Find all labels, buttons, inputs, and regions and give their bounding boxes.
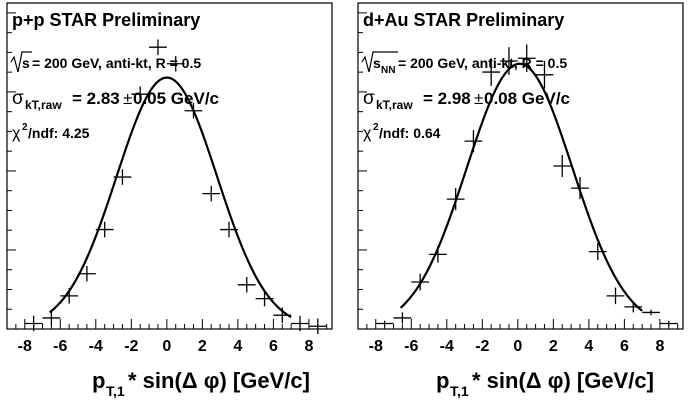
x-tick-label: 8: [304, 338, 313, 355]
x-axis-label: p T,1 * sin(Δ φ) [GeV/c]: [436, 368, 654, 399]
x-tick-label: 2: [198, 338, 207, 355]
x-axis-label-tail: * sin(Δ φ) [GeV/c]: [128, 368, 310, 393]
data-point: [42, 310, 61, 326]
data-point: [237, 277, 256, 293]
x-axis-label-subscript: T,1: [450, 383, 469, 399]
sqrt-sign: [361, 51, 398, 73]
x-tick-label: -6: [53, 338, 67, 355]
chi2-ndf-text: /ndf: 0.64: [379, 125, 441, 141]
sigma-value: = 2.98: [423, 89, 471, 108]
chi2-annotation: χ 2 /ndf: 0.64: [363, 122, 441, 142]
x-tick-label: -4: [89, 338, 103, 355]
data-point: [149, 39, 167, 55]
data-point: [24, 315, 43, 332]
x-tick-label: 0: [513, 338, 522, 355]
data-point: [606, 287, 625, 305]
sigma-subscript: kT,raw: [25, 98, 62, 112]
data-point: [482, 58, 501, 86]
data-point: [659, 320, 678, 327]
data-point: [393, 312, 412, 324]
data-point: [291, 315, 309, 332]
gaussian-fit-curve: [48, 76, 292, 319]
sigma-error: 0.08 GeV/c: [484, 89, 570, 108]
x-tick-label: 6: [269, 338, 278, 355]
sigma-symbol: σ: [363, 88, 375, 109]
data-point: [166, 56, 185, 72]
data-point: [131, 86, 150, 102]
data-point: [588, 243, 607, 260]
sigma-symbol: σ: [12, 88, 24, 109]
x-axis-label: p T,1 * sin(Δ φ) [GeV/c]: [92, 368, 310, 399]
data-point: [375, 320, 394, 327]
chi2-annotation: χ 2 /ndf: 4.25: [12, 122, 90, 142]
x-axis-label-tail: * sin(Δ φ) [GeV/c]: [472, 368, 654, 393]
x-axis-label-subscript: T,1: [106, 383, 125, 399]
chart-title: d+Au STAR Preliminary: [363, 10, 564, 30]
x-tick-labels: -8 -6 -4 -2 0 2 4 6 8: [18, 338, 314, 355]
x-tick-labels: -8 -6 -4 -2 0 2 4 6 8: [369, 338, 665, 355]
sqrt-variable: s: [22, 55, 30, 71]
x-tick-label: 4: [233, 338, 242, 355]
sigma-value: = 2.83: [72, 89, 120, 108]
x-tick-label: -2: [475, 338, 489, 355]
x-tick-label: 8: [655, 338, 664, 355]
x-tick-label: 2: [549, 338, 558, 355]
data-point: [553, 154, 572, 178]
x-tick-label: -8: [369, 338, 383, 355]
sqrt-sign: [10, 51, 32, 73]
axis-ticks: [6, 12, 328, 329]
energy-annotation-text: = 200 GeV, anti-kt, R = 0.5: [32, 55, 201, 71]
chi-superscript: 2: [373, 122, 379, 133]
x-tick-label: -2: [124, 338, 138, 355]
x-tick-label: 4: [584, 338, 593, 355]
plus-minus-symbol: ±: [474, 89, 483, 108]
chi-symbol: χ: [363, 125, 372, 142]
x-tick-label: 0: [162, 338, 171, 355]
sigma-annotation: σ kT,raw = 2.98 ± 0.08 GeV/c: [363, 88, 570, 112]
data-point: [535, 61, 554, 89]
sqrt-variable: s: [373, 55, 381, 71]
chi2-ndf-text: /ndf: 4.25: [28, 125, 90, 141]
chi-symbol: χ: [12, 125, 21, 142]
sigma-error: 0.05 GeV/c: [133, 89, 219, 108]
plot-frame: [357, 2, 684, 330]
x-tick-label: -6: [404, 338, 418, 355]
sigma-annotation: σ kT,raw = 2.83 ± 0.05 GeV/c: [12, 88, 219, 112]
gaussian-fit-curve: [399, 62, 643, 312]
panel-pp: -8 -6 -4 -2 0 2 4 6 8 p+p STAR Preliminary s = 2…: [6, 2, 333, 399]
data-point: [202, 185, 221, 202]
data-point: [308, 318, 327, 334]
plot-frame: [6, 2, 333, 330]
chi-superscript: 2: [22, 122, 28, 133]
x-tick-label: -4: [440, 338, 454, 355]
x-axis-label-main: p: [92, 368, 105, 393]
x-tick-label: 6: [620, 338, 629, 355]
x-tick-label: -8: [18, 338, 32, 355]
chart-title: p+p STAR Preliminary: [12, 10, 200, 30]
data-points: [375, 44, 678, 327]
data-point: [78, 266, 96, 282]
energy-annotation-text: = 200 GeV, anti-kt, R = 0.5: [398, 55, 567, 71]
energy-annotation: s NN = 200 GeV, anti-kt, R = 0.5: [361, 51, 567, 76]
x-axis-label-main: p: [436, 368, 449, 393]
sqrt-subscript: NN: [381, 65, 395, 76]
energy-annotation: s = 200 GeV, anti-kt, R = 0.5: [10, 51, 201, 73]
data-point: [642, 309, 660, 316]
plus-minus-symbol: ±: [123, 89, 132, 108]
axis-ticks: [357, 12, 679, 329]
sigma-subscript: kT,raw: [376, 98, 413, 112]
panel-dau: -8 -6 -4 -2 0 2 4 6 8 d+Au STAR Preliminary s NN…: [357, 2, 684, 399]
